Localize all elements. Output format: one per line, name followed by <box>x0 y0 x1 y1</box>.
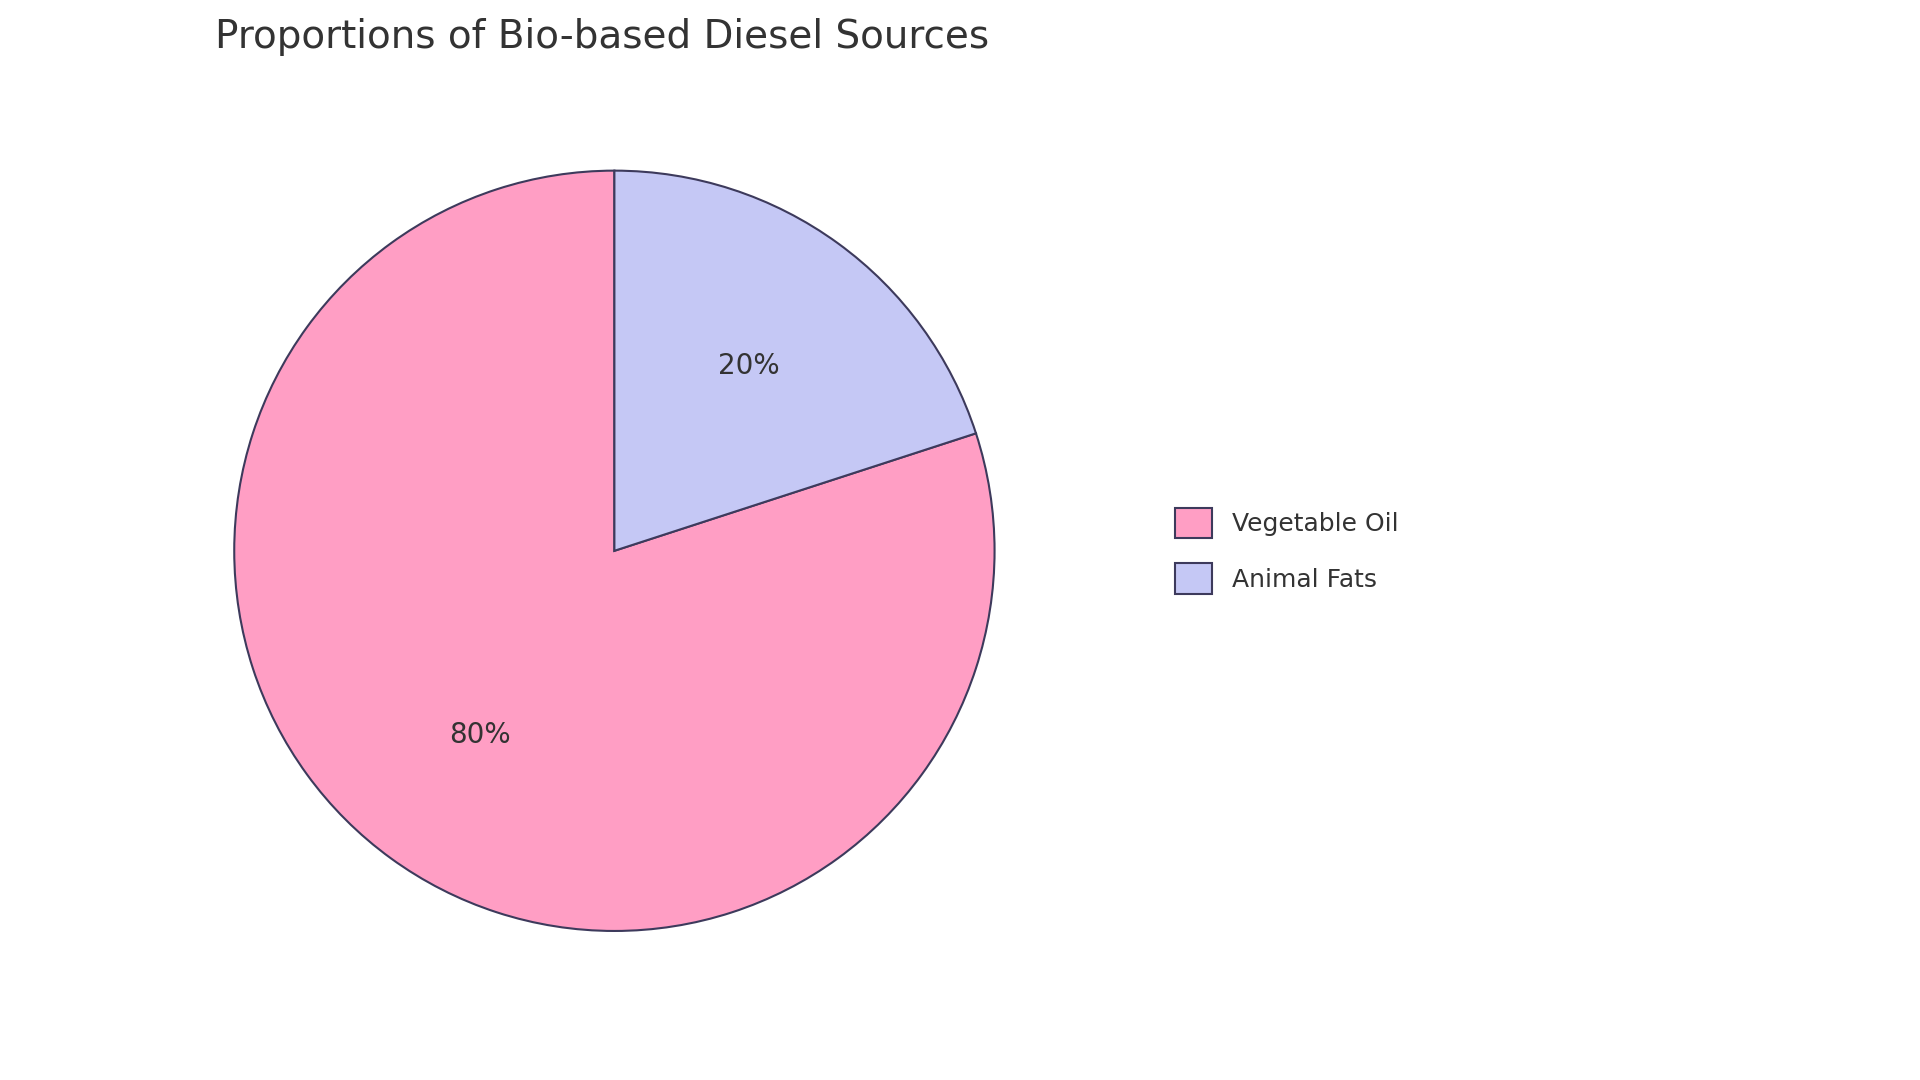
Text: 20%: 20% <box>718 352 780 380</box>
Text: Proportions of Bio-based Diesel Sources: Proportions of Bio-based Diesel Sources <box>215 18 989 56</box>
Wedge shape <box>234 171 995 931</box>
Wedge shape <box>614 171 975 551</box>
Text: 80%: 80% <box>449 721 511 750</box>
Legend: Vegetable Oil, Animal Fats: Vegetable Oil, Animal Fats <box>1150 483 1425 619</box>
